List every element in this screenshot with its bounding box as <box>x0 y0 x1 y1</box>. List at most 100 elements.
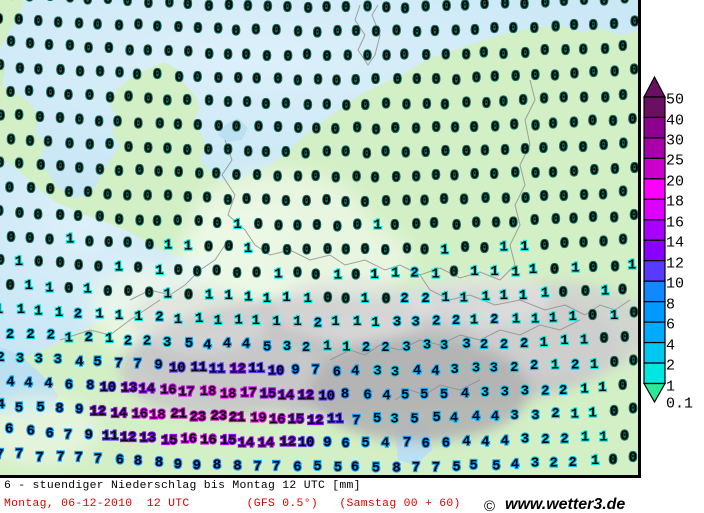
svg-text:0: 0 <box>509 216 517 231</box>
svg-text:1: 1 <box>195 312 203 327</box>
svg-text:0: 0 <box>482 192 490 207</box>
svg-text:8: 8 <box>134 455 142 470</box>
svg-text:0: 0 <box>532 167 540 182</box>
svg-text:0: 0 <box>559 286 567 301</box>
svg-text:0: 0 <box>94 260 102 275</box>
svg-text:0: 0 <box>164 189 172 204</box>
svg-text:1: 1 <box>512 313 520 328</box>
svg-text:0: 0 <box>5 182 13 197</box>
svg-text:7: 7 <box>403 436 411 451</box>
svg-text:3: 3 <box>35 352 43 367</box>
svg-text:0: 0 <box>629 451 637 466</box>
svg-text:0: 0 <box>46 183 54 198</box>
svg-text:0: 0 <box>510 118 518 133</box>
svg-text:3: 3 <box>393 316 401 331</box>
svg-text:0: 0 <box>165 0 173 11</box>
svg-text:0: 0 <box>334 25 342 40</box>
svg-text:0: 0 <box>490 22 498 37</box>
svg-text:11: 11 <box>102 429 118 444</box>
svg-text:0: 0 <box>283 244 291 259</box>
svg-text:0: 0 <box>609 115 617 130</box>
svg-text:0: 0 <box>96 66 104 81</box>
svg-text:1: 1 <box>244 242 252 257</box>
svg-text:0: 0 <box>174 264 182 279</box>
svg-text:4: 4 <box>511 458 519 473</box>
svg-text:0: 0 <box>36 111 44 126</box>
svg-text:7: 7 <box>0 448 4 463</box>
svg-text:1: 1 <box>471 265 479 280</box>
svg-text:1: 1 <box>34 304 42 319</box>
svg-text:0: 0 <box>372 73 380 88</box>
svg-text:0: 0 <box>324 243 332 258</box>
svg-text:1: 1 <box>470 314 478 329</box>
svg-text:0: 0 <box>105 42 113 57</box>
svg-text:6: 6 <box>5 423 13 438</box>
svg-text:2: 2 <box>27 328 35 343</box>
svg-text:0: 0 <box>619 137 627 152</box>
svg-text:1: 1 <box>571 262 579 277</box>
svg-text:0: 0 <box>440 193 448 208</box>
svg-text:1: 1 <box>84 283 92 298</box>
svg-text:1: 1 <box>628 258 636 273</box>
svg-text:0: 0 <box>391 219 399 234</box>
svg-text:0: 0 <box>423 98 431 113</box>
svg-text:0: 0 <box>342 1 350 16</box>
svg-text:1: 1 <box>164 239 172 254</box>
svg-text:0: 0 <box>75 259 83 274</box>
svg-text:3: 3 <box>412 316 420 331</box>
svg-text:5: 5 <box>334 461 342 475</box>
svg-text:4: 4 <box>501 435 509 450</box>
svg-text:0: 0 <box>214 22 222 37</box>
svg-text:5: 5 <box>313 460 321 475</box>
svg-text:4: 4 <box>75 355 83 370</box>
svg-text:0: 0 <box>283 1 291 16</box>
svg-text:0: 0 <box>450 265 458 280</box>
svg-text:2: 2 <box>500 338 508 353</box>
svg-text:5: 5 <box>453 460 461 475</box>
svg-text:5: 5 <box>401 389 409 404</box>
svg-text:1: 1 <box>373 218 381 233</box>
svg-text:0: 0 <box>244 0 252 15</box>
svg-text:0: 0 <box>124 236 132 251</box>
svg-text:0: 0 <box>499 48 507 63</box>
svg-text:1: 1 <box>589 406 597 421</box>
svg-text:0: 0 <box>539 142 547 157</box>
svg-text:0: 0 <box>184 191 192 206</box>
svg-text:0: 0 <box>263 50 271 65</box>
svg-text:0: 0 <box>453 219 461 234</box>
svg-text:12: 12 <box>280 435 296 450</box>
svg-text:0: 0 <box>302 195 310 210</box>
svg-text:1: 1 <box>580 382 588 397</box>
svg-text:1: 1 <box>500 240 508 255</box>
svg-text:3: 3 <box>490 362 498 377</box>
svg-text:5: 5 <box>362 436 370 451</box>
svg-text:2: 2 <box>74 308 82 323</box>
svg-text:14: 14 <box>111 407 127 422</box>
svg-text:0: 0 <box>294 171 302 186</box>
svg-text:0: 0 <box>561 44 569 59</box>
svg-text:0: 0 <box>491 71 499 86</box>
svg-text:10: 10 <box>169 362 185 377</box>
svg-text:9: 9 <box>193 459 201 474</box>
svg-text:9: 9 <box>85 428 93 443</box>
svg-text:3: 3 <box>511 409 519 424</box>
svg-text:0: 0 <box>331 123 339 138</box>
svg-text:0: 0 <box>361 243 369 258</box>
svg-text:1: 1 <box>529 263 537 278</box>
svg-text:0: 0 <box>106 138 114 153</box>
svg-text:4: 4 <box>462 435 470 450</box>
svg-text:0: 0 <box>342 244 350 259</box>
svg-text:4: 4 <box>472 410 480 425</box>
svg-text:1: 1 <box>274 268 282 283</box>
svg-text:0: 0 <box>66 40 74 55</box>
svg-text:2: 2 <box>124 335 132 350</box>
svg-text:2: 2 <box>410 267 418 282</box>
svg-text:5: 5 <box>185 337 193 352</box>
svg-text:0: 0 <box>540 190 548 205</box>
svg-text:0: 0 <box>134 261 142 276</box>
svg-text:0: 0 <box>619 234 627 249</box>
svg-text:5: 5 <box>433 411 441 426</box>
svg-text:0: 0 <box>213 265 221 280</box>
svg-text:1: 1 <box>15 255 23 270</box>
svg-text:0: 0 <box>312 122 320 137</box>
